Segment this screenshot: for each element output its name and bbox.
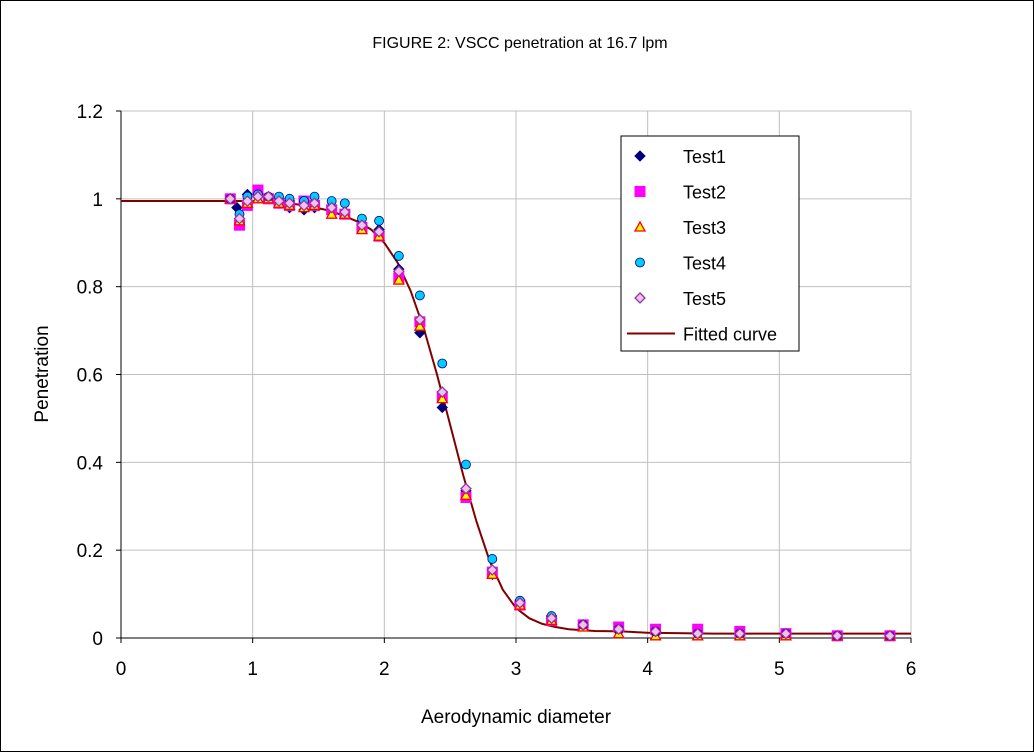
x-tick-labels: 0 1 2 3 4 5 6 [116,659,917,680]
x-tick-label: 2 [379,659,390,680]
data-point-test4 [394,251,403,260]
legend-label-test2: Test2 [683,183,726,203]
legend-label-fitted-curve: Fitted curve [683,325,777,345]
x-tick-label: 0 [116,659,127,680]
legend-marker-test4 [636,258,645,267]
data-point-test4 [488,554,497,563]
y-tick-label: 1.2 [77,102,103,123]
x-tick-label: 3 [511,659,522,680]
legend-label-test4: Test4 [683,254,726,274]
data-point-test4 [415,291,424,300]
legend-box [621,136,799,351]
legend-label-test5: Test5 [683,289,726,309]
x-tick-label: 4 [642,659,653,680]
x-tick-label: 6 [906,659,917,680]
y-tick-label: 1 [92,190,103,211]
y-axis-title: Penetration [32,325,53,422]
x-tick-label: 5 [774,659,785,680]
y-tick-label: 0.8 [77,278,103,299]
legend-marker-test2 [635,187,645,197]
y-tick-label: 0.4 [77,453,104,474]
legend-label-test1: Test1 [683,147,726,167]
data-point-test4 [375,216,384,225]
data-point-test4 [438,359,447,368]
legend: Test1 Test2 Test3 Test4 Test5 Fitted curve [621,136,799,351]
y-tick-label: 0 [92,629,103,650]
x-axis-title: Aerodynamic diameter [421,707,612,728]
x-tick-label: 1 [247,659,258,680]
y-tick-label: 0.6 [77,366,103,387]
chart-title: FIGURE 2: VSCC penetration at 16.7 lpm [372,35,667,52]
y-tick-labels: 0 0.2 0.4 0.6 0.8 1 1.2 [77,102,104,650]
y-tick-label: 0.2 [77,541,103,562]
data-point-test4 [461,460,470,469]
legend-label-test3: Test3 [683,218,726,238]
